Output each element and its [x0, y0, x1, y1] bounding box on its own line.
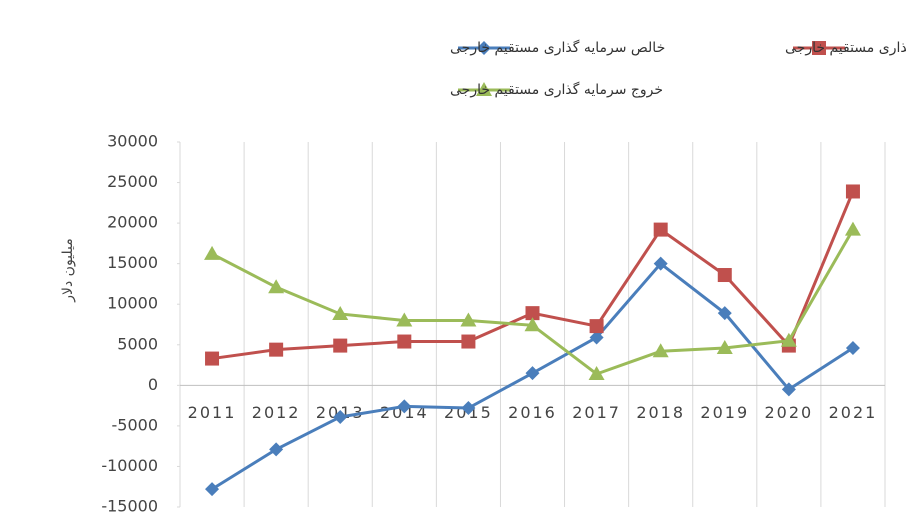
- data-point: [716, 340, 733, 355]
- data-point: [461, 401, 476, 416]
- data-point: [845, 184, 860, 199]
- data-point: [717, 306, 732, 321]
- legend-label: خروج سرمایه گذاری مستقیم خارجی: [450, 81, 663, 98]
- data-point: [589, 319, 604, 334]
- y-tick-label: 25000: [107, 172, 158, 191]
- y-axis-label: میلیون دلار: [60, 238, 76, 303]
- y-tick-label: -15000: [101, 497, 158, 516]
- x-tick-label: 2011: [188, 403, 237, 422]
- data-point: [397, 334, 412, 349]
- data-point: [461, 334, 476, 349]
- data-point: [845, 341, 860, 356]
- legend-marker: [476, 82, 492, 96]
- data-point: [269, 442, 284, 457]
- y-tick-label: 10000: [107, 294, 158, 313]
- x-tick-label: 2017: [572, 403, 621, 422]
- data-point: [205, 351, 220, 366]
- data-point: [589, 330, 604, 345]
- legend-label: خالص سرمایه گذاری مستقیم خارجی: [450, 39, 665, 56]
- data-point: [780, 332, 797, 347]
- x-tick-label: 2018: [636, 403, 685, 422]
- y-tick-label: 5000: [117, 334, 158, 353]
- y-tick-label: 15000: [107, 253, 158, 272]
- x-tick-label: 2021: [829, 403, 878, 422]
- y-tick-label: -10000: [101, 456, 158, 475]
- data-point: [653, 222, 668, 237]
- data-point: [460, 312, 477, 327]
- data-point: [397, 399, 412, 414]
- data-point: [333, 338, 348, 353]
- legend-marker: [477, 41, 491, 55]
- y-tick-label: 0: [148, 375, 158, 394]
- x-tick-label: 2016: [508, 403, 557, 422]
- y-tick-label: 30000: [107, 132, 158, 151]
- data-point: [268, 279, 285, 294]
- data-point: [717, 268, 732, 283]
- data-point: [652, 343, 669, 358]
- data-point: [204, 245, 221, 260]
- legend-label: ورود سرمایه گذاری مستقیم خارجی: [785, 39, 906, 56]
- data-point: [844, 221, 861, 236]
- data-point: [396, 312, 413, 327]
- data-point: [332, 305, 349, 320]
- x-tick-label: 2019: [700, 403, 749, 422]
- data-point: [269, 342, 284, 357]
- x-tick-label: 2020: [765, 403, 814, 422]
- data-point: [588, 365, 605, 380]
- data-point: [781, 382, 796, 397]
- data-point: [524, 317, 541, 332]
- data-point: [525, 366, 540, 381]
- x-tick-label: 2012: [252, 403, 301, 422]
- data-point: [333, 409, 348, 424]
- y-tick-label: 20000: [107, 213, 158, 232]
- legend-marker: [812, 41, 826, 55]
- y-tick-label: -5000: [112, 415, 159, 434]
- data-point: [525, 306, 540, 321]
- data-point: [653, 256, 668, 271]
- data-point: [205, 482, 220, 497]
